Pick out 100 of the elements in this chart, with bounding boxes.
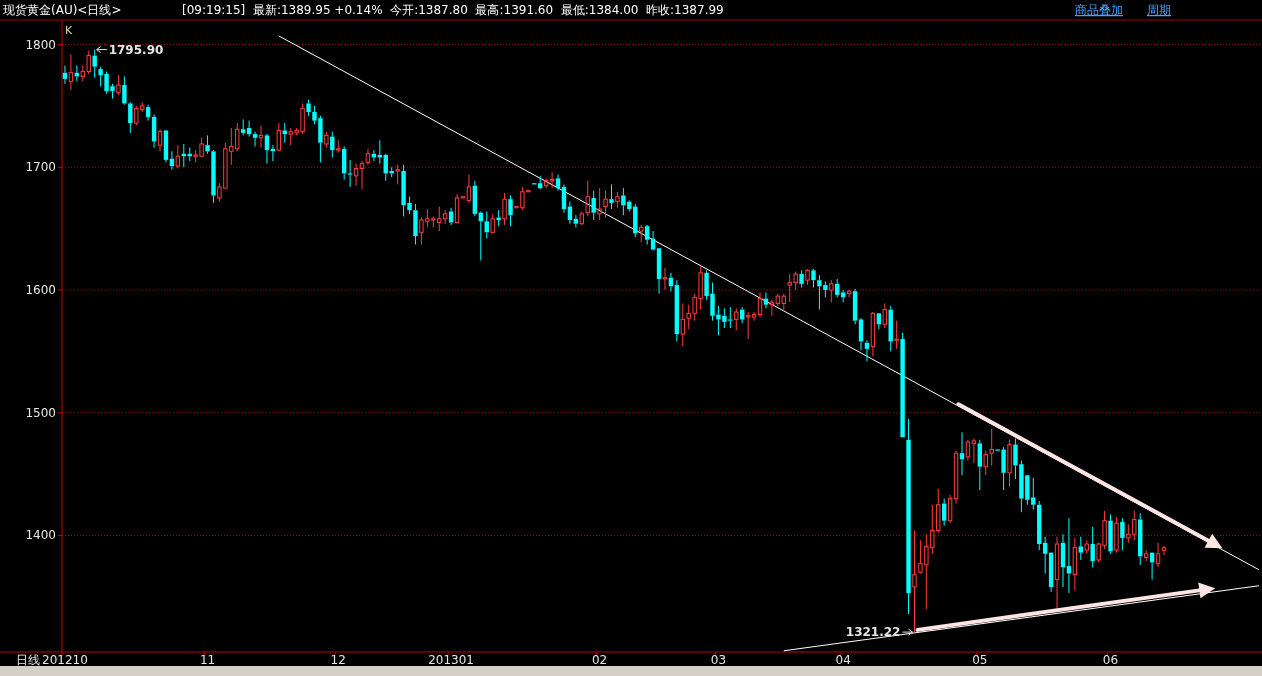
candlestick: [484, 210, 489, 239]
candlestick: [1090, 526, 1095, 568]
candlestick: [882, 302, 887, 329]
annotation: 1795.90: [108, 42, 164, 57]
candlestick: [971, 437, 977, 464]
candlestick: [561, 183, 567, 214]
candlestick: [811, 270, 816, 289]
candlestick: [603, 190, 608, 219]
candlestick: [163, 130, 169, 163]
candlestick: [615, 191, 620, 209]
text: 周期: [1147, 3, 1171, 17]
candlestick: [906, 418, 911, 615]
x-tick-label: 11: [199, 653, 216, 667]
candlestick: [1072, 537, 1078, 592]
candlestick: [977, 439, 983, 491]
candlestick: [680, 302, 685, 347]
candlestick: [947, 494, 953, 524]
candlestick: [840, 289, 846, 303]
candlestick: [1048, 552, 1054, 593]
x-tick-label: 201210: [42, 653, 88, 667]
x-axis-title: 日线: [16, 653, 40, 667]
candlestick: [336, 139, 341, 154]
candlestick: [466, 174, 472, 204]
y-tick-label: 1400: [25, 528, 56, 543]
candlestick: [751, 311, 757, 322]
chart-title: 现货黄金(AU)<日线>: [3, 3, 122, 17]
candlestick: [870, 312, 876, 357]
candlestick: [1042, 536, 1048, 574]
candlestick: [116, 74, 121, 96]
x-tick-label: 04: [835, 653, 851, 667]
candlestick: [240, 118, 246, 136]
candlestick: [472, 180, 478, 217]
candlestick: [508, 194, 513, 227]
candlestick: [591, 190, 596, 221]
y-tick-label: 1500: [25, 405, 56, 420]
candlestick: [555, 174, 561, 192]
candlestick: [799, 269, 804, 289]
x-tick-label: 05: [972, 653, 988, 667]
candlestick: [1138, 512, 1143, 566]
candlestick: [252, 131, 258, 147]
candlestick: [953, 450, 959, 505]
candlestick: [745, 311, 751, 340]
candlestick: [597, 187, 602, 221]
candlestick: [306, 99, 311, 117]
candlestick: [68, 53, 74, 91]
x-tick-label: 03: [710, 653, 727, 667]
chart-subtitle: [09:19:15] 最新:1389.95 +0.14% 今开:1387.80 最高:1391.60 最低:1384.00 昨收:1387.99: [182, 3, 724, 17]
candlestick: [900, 332, 905, 438]
text: 商品叠加: [1075, 3, 1123, 17]
candlestick: [835, 278, 840, 298]
candlestick: [852, 288, 858, 325]
x-tick-label: 12: [330, 653, 346, 667]
candlestick: [128, 103, 133, 134]
candlestick: [365, 148, 371, 166]
candlestick: [1078, 536, 1084, 561]
candlestick: [157, 128, 163, 152]
candlestick: [876, 313, 882, 330]
candlestick: [965, 439, 971, 462]
candlestick: [205, 134, 210, 155]
candlestick: [888, 305, 893, 352]
y-tick-label: 1600: [25, 282, 56, 297]
y-tick-label: 1700: [25, 160, 56, 175]
candlestick: [894, 320, 899, 350]
candlestick: [650, 230, 656, 250]
candlestick: [1007, 439, 1012, 487]
candlestick: [585, 180, 590, 217]
candlestick: [145, 104, 151, 122]
x-tick-label: 201301: [428, 653, 475, 667]
x-tick-label: 02: [591, 653, 608, 667]
candlestick: [92, 49, 97, 79]
candlestick: [282, 122, 287, 144]
candlestick: [347, 159, 353, 188]
candlestick: [175, 144, 181, 169]
candlestick: [1108, 514, 1113, 555]
candlestick: [644, 226, 650, 246]
candlestick: [656, 248, 662, 295]
candlestick: [989, 428, 994, 466]
candlestick: [211, 151, 216, 204]
y-tick-label: 1800: [25, 37, 56, 52]
candlestick: [757, 291, 763, 318]
candlestick: [912, 530, 917, 633]
candlestick: [448, 207, 454, 226]
annotation: 1321.22: [845, 625, 901, 640]
candlestick: [502, 192, 507, 226]
candlestick: [1120, 517, 1125, 551]
candlestick: [496, 209, 501, 227]
candlestick: [609, 183, 614, 210]
candlestick: [983, 450, 988, 476]
candlestick: [674, 279, 680, 343]
candlestick: [454, 193, 460, 223]
annotation: K: [65, 24, 73, 37]
candlestick: [395, 164, 400, 185]
candlestick: [858, 319, 864, 351]
candlestick: [1037, 500, 1042, 551]
x-tick-label: 06: [1102, 653, 1119, 667]
candlestick: [413, 203, 418, 246]
candlestick: [264, 135, 270, 165]
candlestick: [122, 75, 127, 104]
candlestick: [639, 224, 644, 243]
candlestick: [573, 214, 579, 228]
